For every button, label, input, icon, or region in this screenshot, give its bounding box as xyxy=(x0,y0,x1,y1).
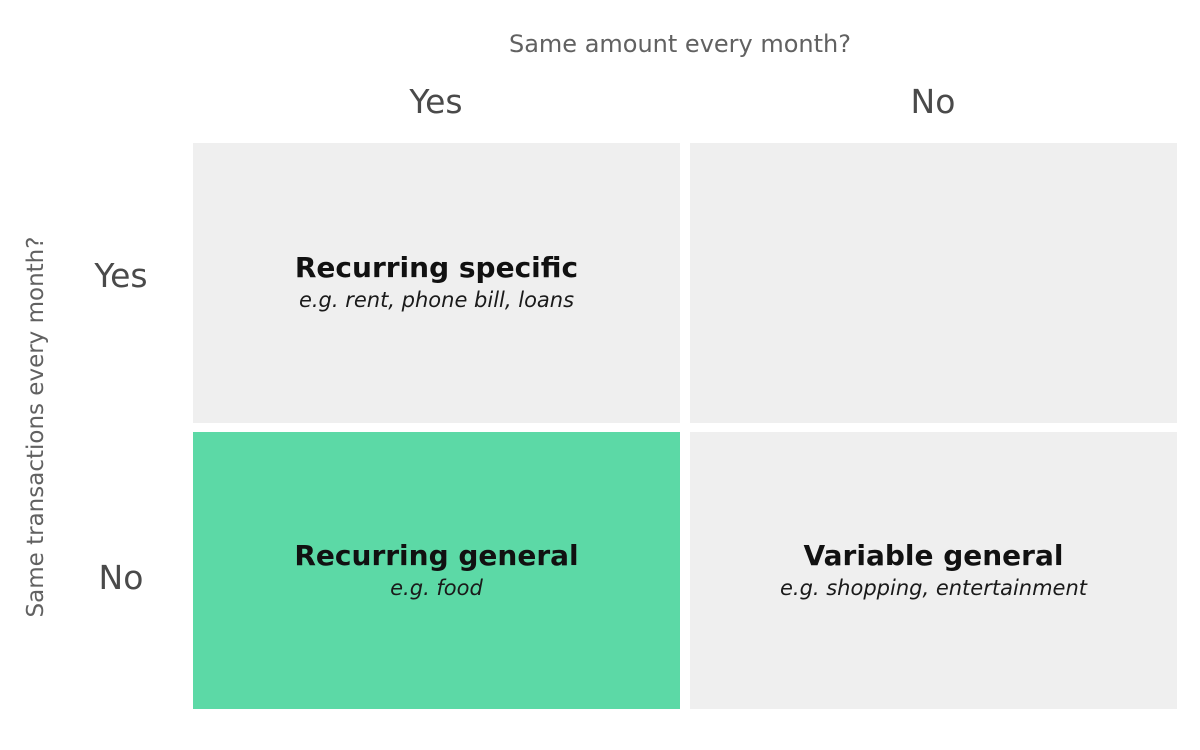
quadrant-title: Variable general xyxy=(803,538,1064,572)
left-axis-title: Same transactions every month? xyxy=(23,236,49,618)
row-label-yes: Yes xyxy=(94,256,148,295)
quadrant-title: Recurring general xyxy=(294,538,579,572)
quadrant-subtitle: e.g. shopping, entertainment xyxy=(779,575,1088,600)
top-axis-title: Same amount every month? xyxy=(508,30,851,58)
column-label-yes: Yes xyxy=(409,82,463,121)
row-label-no: No xyxy=(98,558,144,597)
quadrant-subtitle: e.g. food xyxy=(390,575,483,600)
quadrant-variable-general: Variable general e.g. shopping, entertai… xyxy=(690,432,1177,709)
quadrant-recurring-specific: Recurring specific e.g. rent, phone bill… xyxy=(193,143,680,423)
quadrant-empty xyxy=(690,143,1177,423)
column-label-no: No xyxy=(910,82,956,121)
quadrant-recurring-general: Recurring general e.g. food xyxy=(193,432,680,709)
quadrant-subtitle: e.g. rent, phone bill, loans xyxy=(298,288,575,312)
quadrant-title: Recurring specific xyxy=(294,251,579,284)
